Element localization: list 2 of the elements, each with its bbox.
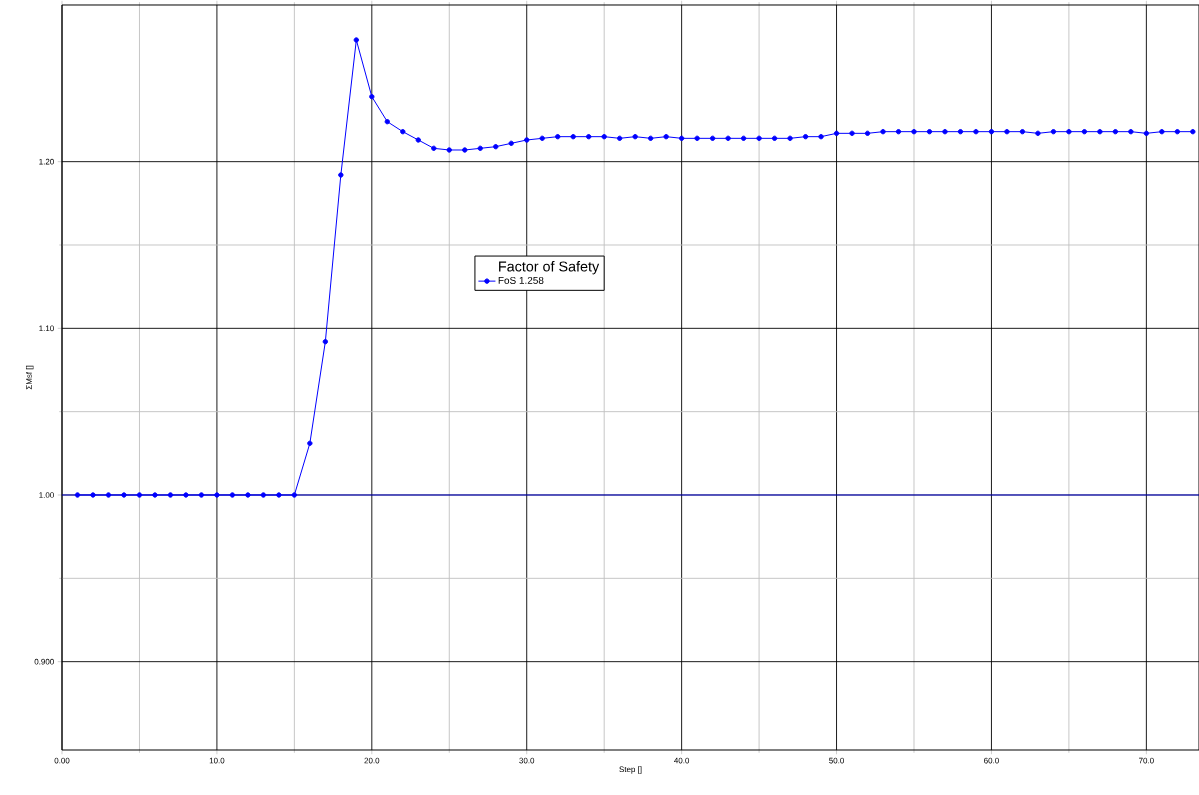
legend-title: Factor of Safety — [499, 261, 600, 275]
legend-label: FoS 1.258 — [498, 276, 544, 284]
